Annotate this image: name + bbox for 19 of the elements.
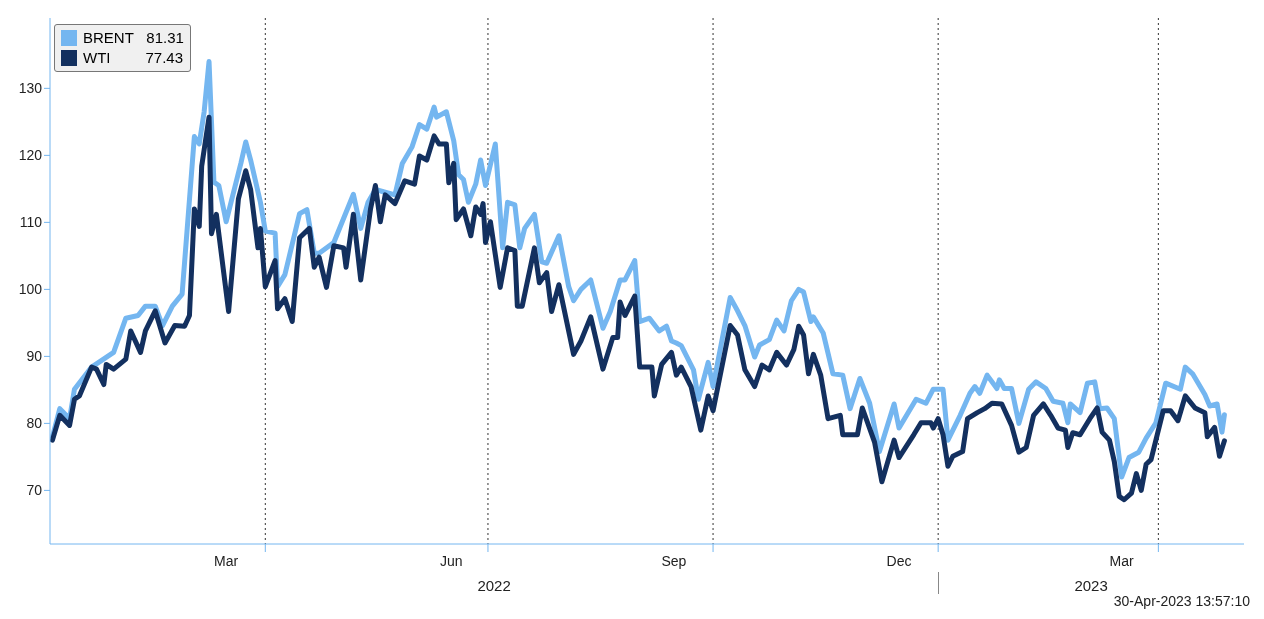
legend-label: WTI [83,48,112,68]
annotation: 77.43 [144,48,183,68]
y-tick-label: 120 [18,147,43,164]
annotation: 81.31 [145,28,184,48]
x-tick-label: Mar [1109,553,1135,569]
x-tick-label: Mar [214,553,239,569]
text: 2022 [476,577,512,594]
legend-label: BRENT [83,28,134,48]
y-tick-label: 90 [26,348,43,365]
x-tick-label: Dec [886,553,912,569]
x-tick-label: Sep [661,553,687,569]
text: 2023 [1073,577,1109,594]
text: 30-Apr-2023 13:57:10 [1113,593,1250,609]
y-tick-label: 130 [18,80,43,97]
y-tick-label: 70 [26,482,43,499]
y-tick-label: 110 [19,214,43,231]
y-tick-label: 80 [26,415,43,432]
x-tick-label: Jun [439,553,463,569]
y-tick-label: 100 [18,281,43,298]
